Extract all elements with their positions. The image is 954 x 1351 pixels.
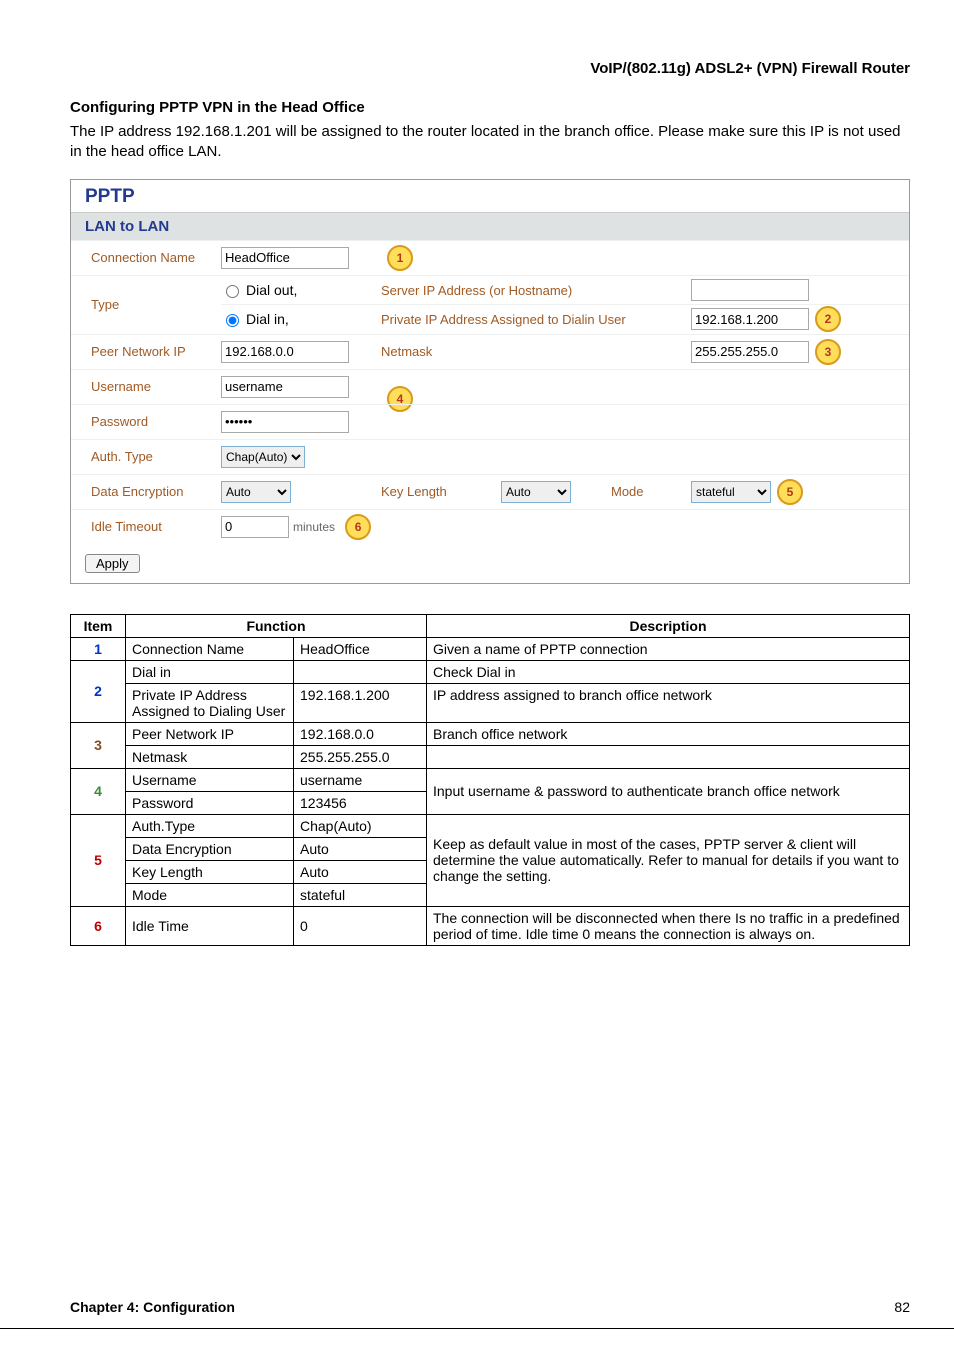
doc-title: VoIP/(802.11g) ADSL2+ (VPN) Firewall Rou… bbox=[70, 60, 910, 77]
badge-1: 1 bbox=[387, 245, 413, 271]
desc-cell: IP address assigned to branch office net… bbox=[427, 683, 910, 722]
description-table: Item Function Description 1 Connection N… bbox=[70, 614, 910, 946]
password-input[interactable] bbox=[221, 411, 349, 433]
func-cell: Mode bbox=[126, 883, 294, 906]
func-cell: Connection Name bbox=[126, 637, 294, 660]
form-subtitle: LAN to LAN bbox=[71, 213, 909, 240]
username-input[interactable] bbox=[221, 376, 349, 398]
pptp-form: PPTP LAN to LAN Connection Name 1 Type D… bbox=[70, 179, 910, 584]
dataenc-label: Data Encryption bbox=[71, 484, 221, 499]
func-cell bbox=[294, 660, 427, 683]
item-cell: 6 bbox=[71, 906, 126, 945]
connection-name-input[interactable] bbox=[221, 247, 349, 269]
func-cell: Key Length bbox=[126, 860, 294, 883]
intro-text: The IP address 192.168.1.201 will be ass… bbox=[70, 122, 910, 163]
section-title: Configuring PPTP VPN in the Head Office bbox=[70, 99, 910, 116]
desc-cell: Branch office network bbox=[427, 722, 910, 745]
func-cell: 192.168.0.0 bbox=[294, 722, 427, 745]
private-ip-label: Private IP Address Assigned to Dialin Us… bbox=[381, 312, 691, 327]
table-row: 1 Connection Name HeadOffice Given a nam… bbox=[71, 637, 910, 660]
mode-label: Mode bbox=[611, 484, 691, 499]
desc-cell: Keep as default value in most of the cas… bbox=[427, 814, 910, 906]
netmask-label: Netmask bbox=[381, 344, 691, 359]
netmask-input[interactable] bbox=[691, 341, 809, 363]
authtype-label: Auth. Type bbox=[71, 449, 221, 464]
func-cell: Dial in bbox=[126, 660, 294, 683]
server-ip-input[interactable] bbox=[691, 279, 809, 301]
func-cell: Data Encryption bbox=[126, 837, 294, 860]
form-title: PPTP bbox=[71, 180, 909, 213]
table-row: 5 Auth.Type Chap(Auto) Keep as default v… bbox=[71, 814, 910, 837]
func-cell: Idle Time bbox=[126, 906, 294, 945]
mode-select[interactable]: stateful bbox=[691, 481, 771, 503]
table-row: 4 Username username Input username & pas… bbox=[71, 768, 910, 791]
func-cell: 0 bbox=[294, 906, 427, 945]
func-cell: Peer Network IP bbox=[126, 722, 294, 745]
dial-out-label: Dial out, bbox=[246, 282, 297, 298]
func-cell: 123456 bbox=[294, 791, 427, 814]
table-header-row: Item Function Description bbox=[71, 614, 910, 637]
func-cell: 255.255.255.0 bbox=[294, 745, 427, 768]
peer-ip-label: Peer Network IP bbox=[71, 344, 221, 359]
func-cell: Auto bbox=[294, 860, 427, 883]
server-ip-label: Server IP Address (or Hostname) bbox=[381, 283, 691, 298]
item-cell: 3 bbox=[71, 722, 126, 768]
item-cell: 1 bbox=[71, 637, 126, 660]
idle-label: Idle Timeout bbox=[71, 519, 221, 534]
table-row: 2 Dial in Check Dial in bbox=[71, 660, 910, 683]
func-cell: Password bbox=[126, 791, 294, 814]
badge-5: 5 bbox=[777, 479, 803, 505]
peer-ip-input[interactable] bbox=[221, 341, 349, 363]
th-item: Item bbox=[71, 614, 126, 637]
table-row: 3 Peer Network IP 192.168.0.0 Branch off… bbox=[71, 722, 910, 745]
func-cell: HeadOffice bbox=[294, 637, 427, 660]
password-label: Password bbox=[71, 414, 221, 429]
keylen-select[interactable]: Auto bbox=[501, 481, 571, 503]
func-cell: Auto bbox=[294, 837, 427, 860]
authtype-select[interactable]: Chap(Auto) bbox=[221, 446, 305, 468]
footer-divider bbox=[0, 1328, 954, 1329]
desc-cell: Given a name of PPTP connection bbox=[427, 637, 910, 660]
keylen-label: Key Length bbox=[381, 484, 501, 499]
func-cell: Netmask bbox=[126, 745, 294, 768]
dial-in-label: Dial in, bbox=[246, 311, 289, 327]
func-cell: Username bbox=[126, 768, 294, 791]
table-row: Netmask 255.255.255.0 bbox=[71, 745, 910, 768]
username-label: Username bbox=[71, 379, 221, 394]
func-cell: Chap(Auto) bbox=[294, 814, 427, 837]
apply-button[interactable]: Apply bbox=[85, 554, 140, 573]
th-function: Function bbox=[126, 614, 427, 637]
table-row: 6 Idle Time 0 The connection will be dis… bbox=[71, 906, 910, 945]
desc-cell: The connection will be disconnected when… bbox=[427, 906, 910, 945]
desc-cell: Input username & password to authenticat… bbox=[427, 768, 910, 814]
item-cell: 4 bbox=[71, 768, 126, 814]
table-row: Private IP Address Assigned to Dialing U… bbox=[71, 683, 910, 722]
dataenc-select[interactable]: Auto bbox=[221, 481, 291, 503]
desc-cell bbox=[427, 745, 910, 768]
idle-input[interactable] bbox=[221, 516, 289, 538]
private-ip-input[interactable] bbox=[691, 308, 809, 330]
func-cell: Auth.Type bbox=[126, 814, 294, 837]
dial-out-radio[interactable] bbox=[226, 285, 239, 298]
func-cell: Private IP Address Assigned to Dialing U… bbox=[126, 683, 294, 722]
func-cell: 192.168.1.200 bbox=[294, 683, 427, 722]
badge-2: 2 bbox=[815, 306, 841, 332]
dial-in-radio[interactable] bbox=[226, 314, 239, 327]
badge-3: 3 bbox=[815, 339, 841, 365]
th-description: Description bbox=[427, 614, 910, 637]
connection-name-label: Connection Name bbox=[71, 250, 221, 265]
badge-6: 6 bbox=[345, 514, 371, 540]
footer-page: 82 bbox=[894, 1299, 910, 1315]
idle-unit: minutes bbox=[293, 520, 335, 534]
func-cell: stateful bbox=[294, 883, 427, 906]
footer-chapter: Chapter 4: Configuration bbox=[70, 1299, 235, 1315]
func-cell: username bbox=[294, 768, 427, 791]
type-label: Type bbox=[71, 276, 221, 334]
desc-cell: Check Dial in bbox=[427, 660, 910, 683]
item-cell: 2 bbox=[71, 660, 126, 722]
item-cell: 5 bbox=[71, 814, 126, 906]
